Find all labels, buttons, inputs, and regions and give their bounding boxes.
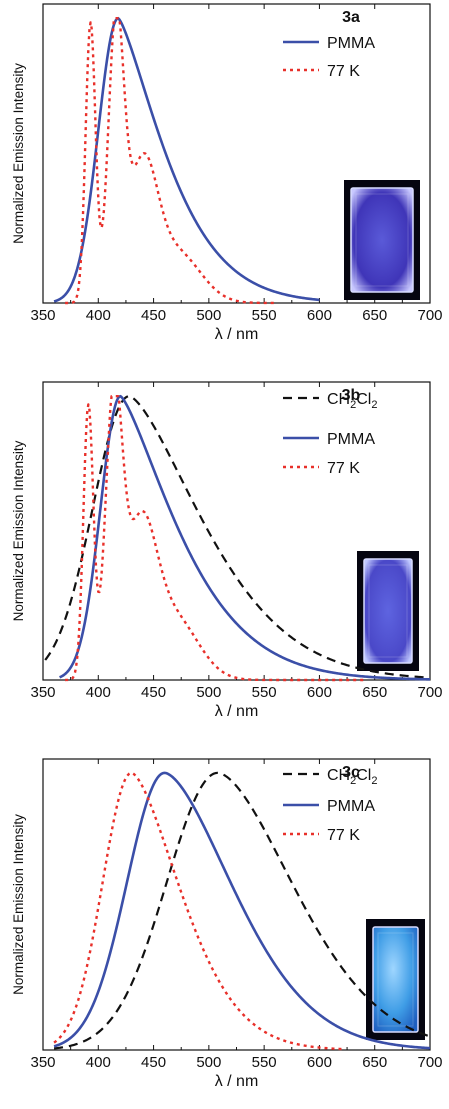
legend-label: PMMA — [327, 35, 375, 52]
legend-label: CH2Cl2 — [327, 767, 377, 787]
x-tick-label: 650 — [362, 684, 387, 701]
x-tick-label: 700 — [417, 684, 442, 701]
x-tick-label: 350 — [30, 1054, 55, 1071]
chart-panel-2: 350 400 450 500 550 600 650 700 λ / nm Normalized… — [11, 381, 443, 720]
series-line-pmma — [59, 394, 431, 681]
inset-film-photo — [357, 551, 419, 671]
series-line-pmma — [53, 16, 320, 303]
x-tick-label: 450 — [141, 684, 166, 701]
legend: CH2Cl2 PMMA 77 K — [283, 391, 377, 477]
legend-label: 77 K — [327, 827, 360, 844]
x-tick-label: 500 — [196, 684, 221, 701]
series-line-77-k — [65, 394, 364, 682]
panel-title: 3c — [342, 764, 360, 781]
legend-label: PMMA — [327, 431, 375, 448]
x-tick-label: 500 — [196, 307, 221, 324]
x-tick-label: 650 — [362, 1054, 387, 1071]
x-tick-label: 400 — [86, 307, 111, 324]
legend-label: 77 K — [327, 63, 360, 80]
x-tick-label: 400 — [86, 1054, 111, 1071]
x-tick-label: 350 — [30, 307, 55, 324]
legend-label: CH2Cl2 — [327, 391, 377, 411]
x-tick-label: 450 — [141, 307, 166, 324]
x-tick-label: 450 — [141, 1054, 166, 1071]
inset-film-photo — [344, 180, 420, 300]
y-axis-title: Normalized Emission Intensity — [11, 63, 26, 244]
y-axis-title: Normalized Emission Intensity — [11, 814, 26, 995]
x-tick-label: 650 — [362, 307, 387, 324]
chart-panel-1: 350 400 450 500 550 600 650 700 λ / nm Normalized… — [11, 3, 443, 343]
x-tick-label: 700 — [417, 1054, 442, 1071]
x-tick-label: 600 — [307, 684, 332, 701]
x-tick-label: 400 — [86, 684, 111, 701]
x-tick-label: 600 — [307, 307, 332, 324]
legend-label: 77 K — [327, 460, 360, 477]
x-tick-label: 700 — [417, 307, 442, 324]
x-axis-title: λ / nm — [215, 703, 259, 720]
inset-film-photo — [366, 919, 425, 1040]
x-axis-title: λ / nm — [215, 1073, 259, 1090]
chart-panel-3: 350 400 450 500 550 600 650 700 λ / nm Normalized… — [11, 758, 443, 1090]
x-tick-label: 350 — [30, 684, 55, 701]
series-line-pmma — [53, 771, 431, 1050]
panel-title: 3b — [342, 387, 361, 404]
y-axis-title: Normalized Emission Intensity — [11, 440, 26, 621]
legend-label: PMMA — [327, 798, 375, 815]
x-tick-label: 500 — [196, 1054, 221, 1071]
x-tick-label: 550 — [252, 1054, 277, 1071]
x-tick-label: 550 — [252, 307, 277, 324]
legend: PMMA 77 K — [283, 35, 375, 80]
x-tick-label: 550 — [252, 684, 277, 701]
series-line-77-k — [53, 771, 342, 1051]
series-line-ch2cl2 — [53, 771, 431, 1050]
legend: CH2Cl2 PMMA 77 K — [283, 767, 377, 844]
panel-title: 3a — [342, 9, 360, 26]
series-line-77-k — [65, 17, 276, 305]
x-axis-title: λ / nm — [215, 326, 259, 343]
x-tick-label: 600 — [307, 1054, 332, 1071]
